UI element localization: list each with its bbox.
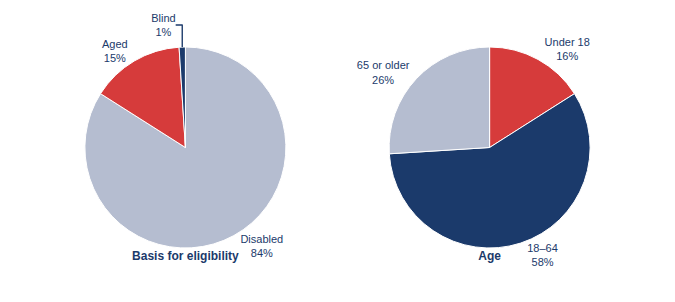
svg-text:Aged15%: Aged15%: [102, 38, 128, 64]
svg-text:Under 1816%: Under 1816%: [545, 36, 590, 62]
svg-text:Basis for eligibility: Basis for eligibility: [132, 249, 239, 263]
svg-text:Disabled84%: Disabled84%: [240, 233, 283, 259]
svg-text:Age: Age: [478, 249, 501, 263]
svg-text:65 or older26%: 65 or older26%: [357, 59, 410, 85]
svg-text:Blind1%: Blind1%: [151, 12, 175, 38]
svg-text:18–6458%: 18–6458%: [527, 242, 558, 268]
